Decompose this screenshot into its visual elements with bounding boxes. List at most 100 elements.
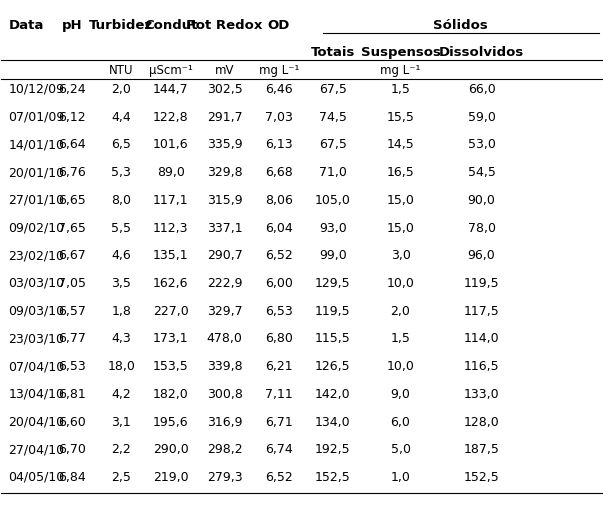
Text: 18,0: 18,0 xyxy=(107,360,135,373)
Text: 2,0: 2,0 xyxy=(112,83,131,96)
Text: 2,2: 2,2 xyxy=(112,443,131,456)
Text: 90,0: 90,0 xyxy=(468,194,496,207)
Text: 6,13: 6,13 xyxy=(265,138,292,151)
Text: 5,5: 5,5 xyxy=(112,221,131,235)
Text: 07/01/09: 07/01/09 xyxy=(8,111,65,124)
Text: 09/02/10: 09/02/10 xyxy=(8,221,65,235)
Text: 7,65: 7,65 xyxy=(58,221,86,235)
Text: 1,5: 1,5 xyxy=(391,332,411,345)
Text: 5,0: 5,0 xyxy=(391,443,411,456)
Text: 6,24: 6,24 xyxy=(58,83,86,96)
Text: 10/12/09: 10/12/09 xyxy=(8,83,65,96)
Text: 93,0: 93,0 xyxy=(319,221,347,235)
Text: 290,7: 290,7 xyxy=(207,249,242,262)
Text: 219,0: 219,0 xyxy=(153,471,189,484)
Text: 187,5: 187,5 xyxy=(464,443,499,456)
Text: 126,5: 126,5 xyxy=(315,360,350,373)
Text: 119,5: 119,5 xyxy=(315,305,350,318)
Text: 142,0: 142,0 xyxy=(315,388,350,401)
Text: 6,65: 6,65 xyxy=(58,194,86,207)
Text: 54,5: 54,5 xyxy=(468,166,496,179)
Text: 6,67: 6,67 xyxy=(58,249,86,262)
Text: 478,0: 478,0 xyxy=(207,332,242,345)
Text: 114,0: 114,0 xyxy=(464,332,499,345)
Text: 222,9: 222,9 xyxy=(207,277,242,290)
Text: 3,5: 3,5 xyxy=(112,277,131,290)
Text: 96,0: 96,0 xyxy=(468,249,496,262)
Text: 07/04/10: 07/04/10 xyxy=(8,360,65,373)
Text: 6,74: 6,74 xyxy=(265,443,292,456)
Text: 20/01/10: 20/01/10 xyxy=(8,166,65,179)
Text: 316,9: 316,9 xyxy=(207,415,242,429)
Text: 3,1: 3,1 xyxy=(112,415,131,429)
Text: 99,0: 99,0 xyxy=(319,249,347,262)
Text: 135,1: 135,1 xyxy=(153,249,189,262)
Text: 20/04/10: 20/04/10 xyxy=(8,415,65,429)
Text: 6,53: 6,53 xyxy=(265,305,292,318)
Text: 7,11: 7,11 xyxy=(265,388,292,401)
Text: 302,5: 302,5 xyxy=(207,83,242,96)
Text: μScm⁻¹: μScm⁻¹ xyxy=(149,64,192,77)
Text: 192,5: 192,5 xyxy=(315,443,350,456)
Text: 115,5: 115,5 xyxy=(315,332,350,345)
Text: 78,0: 78,0 xyxy=(467,221,496,235)
Text: 16,5: 16,5 xyxy=(387,166,414,179)
Text: 15,0: 15,0 xyxy=(387,221,414,235)
Text: NTU: NTU xyxy=(109,64,134,77)
Text: 6,64: 6,64 xyxy=(58,138,86,151)
Text: 6,46: 6,46 xyxy=(265,83,292,96)
Text: 2,0: 2,0 xyxy=(391,305,411,318)
Text: 59,0: 59,0 xyxy=(468,111,496,124)
Text: 1,8: 1,8 xyxy=(112,305,131,318)
Text: mg L⁻¹: mg L⁻¹ xyxy=(380,64,421,77)
Text: 6,71: 6,71 xyxy=(265,415,292,429)
Text: 105,0: 105,0 xyxy=(315,194,351,207)
Text: 182,0: 182,0 xyxy=(153,388,189,401)
Text: 144,7: 144,7 xyxy=(153,83,189,96)
Text: OD: OD xyxy=(268,20,290,33)
Text: 315,9: 315,9 xyxy=(207,194,242,207)
Text: 53,0: 53,0 xyxy=(468,138,496,151)
Text: 10,0: 10,0 xyxy=(387,360,414,373)
Text: 129,5: 129,5 xyxy=(315,277,350,290)
Text: pH: pH xyxy=(62,20,83,33)
Text: 1,0: 1,0 xyxy=(391,471,411,484)
Text: 6,68: 6,68 xyxy=(265,166,292,179)
Text: Suspensos: Suspensos xyxy=(361,45,440,58)
Text: 300,8: 300,8 xyxy=(207,388,242,401)
Text: 10,0: 10,0 xyxy=(387,277,414,290)
Text: 227,0: 227,0 xyxy=(153,305,189,318)
Text: 74,5: 74,5 xyxy=(319,111,347,124)
Text: 117,1: 117,1 xyxy=(153,194,189,207)
Text: Data: Data xyxy=(8,20,44,33)
Text: 152,5: 152,5 xyxy=(315,471,350,484)
Text: 339,8: 339,8 xyxy=(207,360,242,373)
Text: 9,0: 9,0 xyxy=(391,388,411,401)
Text: 128,0: 128,0 xyxy=(464,415,499,429)
Text: Condut: Condut xyxy=(144,20,197,33)
Text: 5,3: 5,3 xyxy=(112,166,131,179)
Text: 117,5: 117,5 xyxy=(464,305,499,318)
Text: 329,7: 329,7 xyxy=(207,305,242,318)
Text: 23/03/10: 23/03/10 xyxy=(8,332,65,345)
Text: 6,81: 6,81 xyxy=(58,388,86,401)
Text: 133,0: 133,0 xyxy=(464,388,499,401)
Text: 298,2: 298,2 xyxy=(207,443,242,456)
Text: 162,6: 162,6 xyxy=(153,277,188,290)
Text: 279,3: 279,3 xyxy=(207,471,242,484)
Text: 14/01/10: 14/01/10 xyxy=(8,138,65,151)
Text: 6,04: 6,04 xyxy=(265,221,292,235)
Text: 6,60: 6,60 xyxy=(58,415,86,429)
Text: 122,8: 122,8 xyxy=(153,111,189,124)
Text: 03/03/10: 03/03/10 xyxy=(8,277,65,290)
Text: 195,6: 195,6 xyxy=(153,415,189,429)
Text: 6,77: 6,77 xyxy=(58,332,86,345)
Text: mV: mV xyxy=(215,64,235,77)
Text: Sólidos: Sólidos xyxy=(433,20,488,33)
Text: 27/01/10: 27/01/10 xyxy=(8,194,65,207)
Text: 71,0: 71,0 xyxy=(319,166,347,179)
Text: Dissolvidos: Dissolvidos xyxy=(439,45,524,58)
Text: 8,0: 8,0 xyxy=(112,194,131,207)
Text: 116,5: 116,5 xyxy=(464,360,499,373)
Text: 7,05: 7,05 xyxy=(58,277,86,290)
